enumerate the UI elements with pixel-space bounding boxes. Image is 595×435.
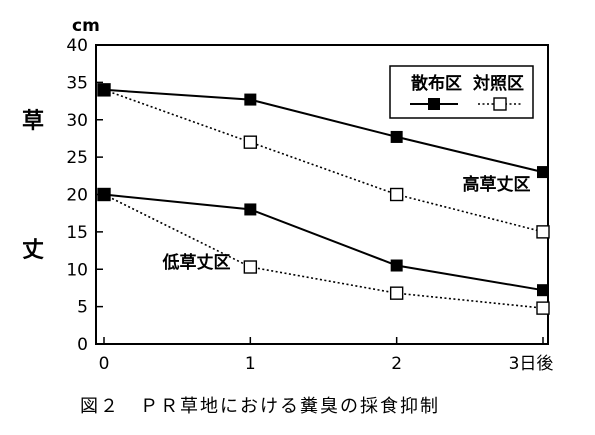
axis-ticks: 0 5 10 15 20 25 30 35 40 0 1 2 3日後 xyxy=(66,36,553,374)
y-tick-label: 40 xyxy=(66,36,88,56)
data-point-filled xyxy=(537,284,549,297)
y-tick-label: 0 xyxy=(77,335,88,355)
y-tick-label: 35 xyxy=(66,73,88,93)
legend-marker-control xyxy=(493,97,507,111)
data-point-open xyxy=(243,135,258,149)
data-point-filled xyxy=(98,188,110,201)
y-tick-label: 5 xyxy=(77,298,88,318)
data-point-open xyxy=(536,301,550,315)
x-tick-label: 0 xyxy=(99,354,110,374)
data-point-open xyxy=(389,286,404,300)
y-axis-label-char-2: 丈 xyxy=(22,238,44,263)
series-markers xyxy=(97,83,550,315)
series-line xyxy=(103,88,544,174)
figure-caption: 図２ ＰＲ草地における糞臭の採食抑制 xyxy=(80,396,440,417)
series-line xyxy=(103,193,544,309)
annotation-low-grass: 低草丈区 xyxy=(162,252,231,273)
data-point-filled xyxy=(244,203,257,216)
series-line xyxy=(103,193,544,292)
data-point-filled xyxy=(537,166,549,179)
annotation-high-grass: 高草丈区 xyxy=(463,174,531,195)
x-tick-label: 1 xyxy=(245,354,256,374)
y-tick-label: 30 xyxy=(66,111,88,131)
data-point-open xyxy=(536,225,550,239)
series-line xyxy=(103,89,544,233)
data-point-filled xyxy=(98,83,110,96)
x-tick-label: 3日後 xyxy=(509,354,554,374)
legend-label-control: 対照区 xyxy=(472,73,524,94)
y-axis-label-char-1: 草 xyxy=(22,108,44,134)
data-point-filled xyxy=(244,93,257,106)
legend-label-spray: 散布区 xyxy=(411,73,462,94)
y-tick-label: 25 xyxy=(66,148,88,168)
data-point-open xyxy=(389,187,404,202)
y-tick-label: 10 xyxy=(66,260,88,280)
y-tick-label: 20 xyxy=(66,186,88,206)
legend: 散布区 対照区 xyxy=(389,65,534,119)
y-unit-label: cm xyxy=(72,16,100,36)
legend-marker-spray xyxy=(428,98,440,110)
series-lines xyxy=(103,88,544,309)
data-point-filled xyxy=(390,259,403,272)
x-tick-label: 2 xyxy=(391,354,402,374)
data-point-open xyxy=(243,260,258,274)
data-point-filled xyxy=(390,130,403,143)
legend-box xyxy=(389,65,534,119)
y-tick-label: 15 xyxy=(66,223,88,243)
